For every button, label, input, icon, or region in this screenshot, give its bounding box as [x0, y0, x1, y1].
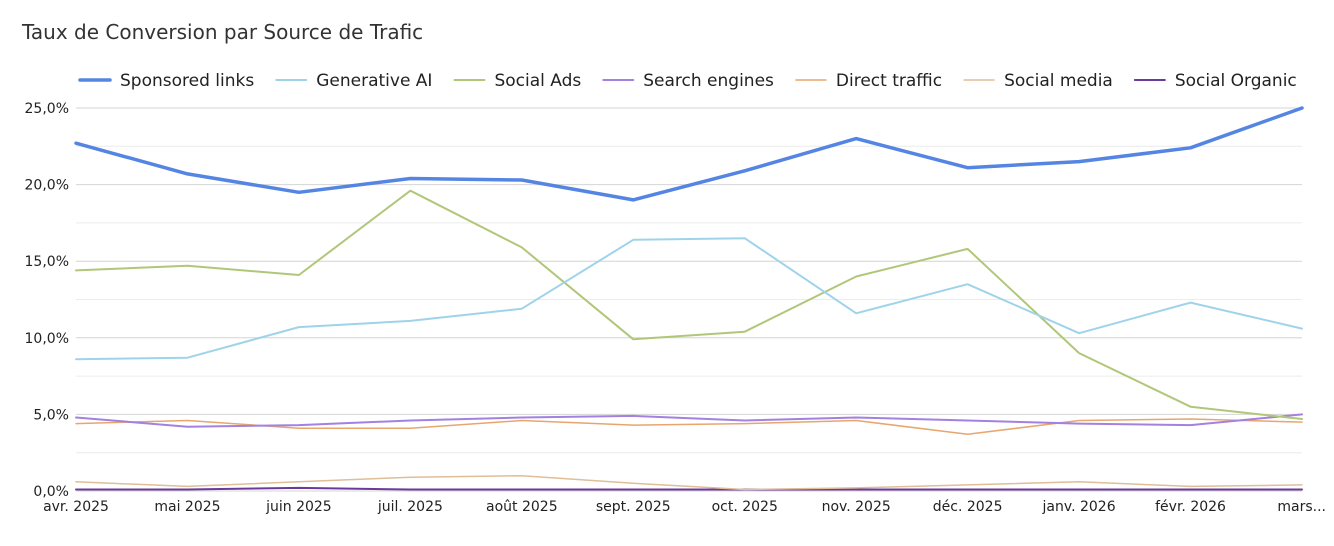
legend-label: Search engines [643, 71, 774, 91]
chart-title: Taux de Conversion par Source de Trafic [22, 20, 424, 44]
y-axis-ticks: 0,0% 5,0% 10,0% 15,0% 20,0% 25,0% [25, 101, 69, 500]
legend-label: Generative AI [316, 71, 432, 91]
series-line-search-engines[interactable] [75, 413, 1303, 428]
x-tick-label: janv. 2026 [1042, 499, 1116, 515]
legend-label: Direct traffic [836, 71, 942, 91]
legend-item-search-engines[interactable]: Search engines [602, 71, 774, 91]
x-tick-label: août 2025 [486, 499, 558, 515]
series-lines [74, 106, 1304, 491]
x-axis-ticks: avr. 2025 mai 2025 juin 2025 juil. 2025 août… [43, 499, 1326, 515]
y-tick-label: 25,0% [25, 101, 69, 117]
x-tick-label: oct. 2025 [712, 499, 778, 515]
legend-label: Sponsored links [120, 71, 254, 91]
y-tick-label: 15,0% [25, 254, 69, 270]
series-line-social-ads[interactable] [75, 189, 1303, 420]
series-line-sponsored-links[interactable] [74, 106, 1304, 202]
legend-item-social-organic[interactable]: Social Organic [1133, 71, 1297, 91]
x-tick-label: juin 2025 [265, 499, 332, 515]
legend-item-sponsored-links[interactable]: Sponsored links [78, 71, 254, 91]
y-tick-label: 20,0% [25, 178, 69, 194]
y-tick-label: 10,0% [25, 331, 69, 347]
legend[interactable]: Sponsored links Generative AI Social Ads Se… [78, 71, 1297, 91]
x-tick-label: juil. 2025 [377, 499, 443, 515]
legend-label: Social Organic [1175, 71, 1297, 91]
legend-item-social-ads[interactable]: Social Ads [453, 71, 581, 91]
x-tick-label: déc. 2025 [933, 499, 1003, 515]
series-line-generative-ai[interactable] [75, 237, 1303, 361]
series-line-direct-traffic[interactable] [75, 418, 1303, 436]
x-tick-label: nov. 2025 [822, 499, 891, 515]
y-tick-label: 5,0% [33, 407, 69, 423]
x-tick-label: sept. 2025 [596, 499, 671, 515]
series-line-social-organic[interactable] [75, 486, 1303, 491]
legend-item-generative-ai[interactable]: Generative AI [275, 71, 432, 91]
legend-item-social-media[interactable]: Social media [963, 71, 1113, 91]
series-line-social-media[interactable] [75, 474, 1303, 491]
x-tick-label: avr. 2025 [43, 499, 109, 515]
legend-item-direct-traffic[interactable]: Direct traffic [795, 71, 942, 91]
x-tick-label: mai 2025 [154, 499, 220, 515]
x-tick-label: mars... [1277, 499, 1326, 515]
x-tick-label: févr. 2026 [1155, 499, 1226, 515]
y-tick-label: 0,0% [33, 484, 69, 500]
legend-label: Social media [1004, 71, 1113, 91]
legend-label: Social Ads [494, 71, 581, 91]
gridlines [76, 107, 1302, 492]
